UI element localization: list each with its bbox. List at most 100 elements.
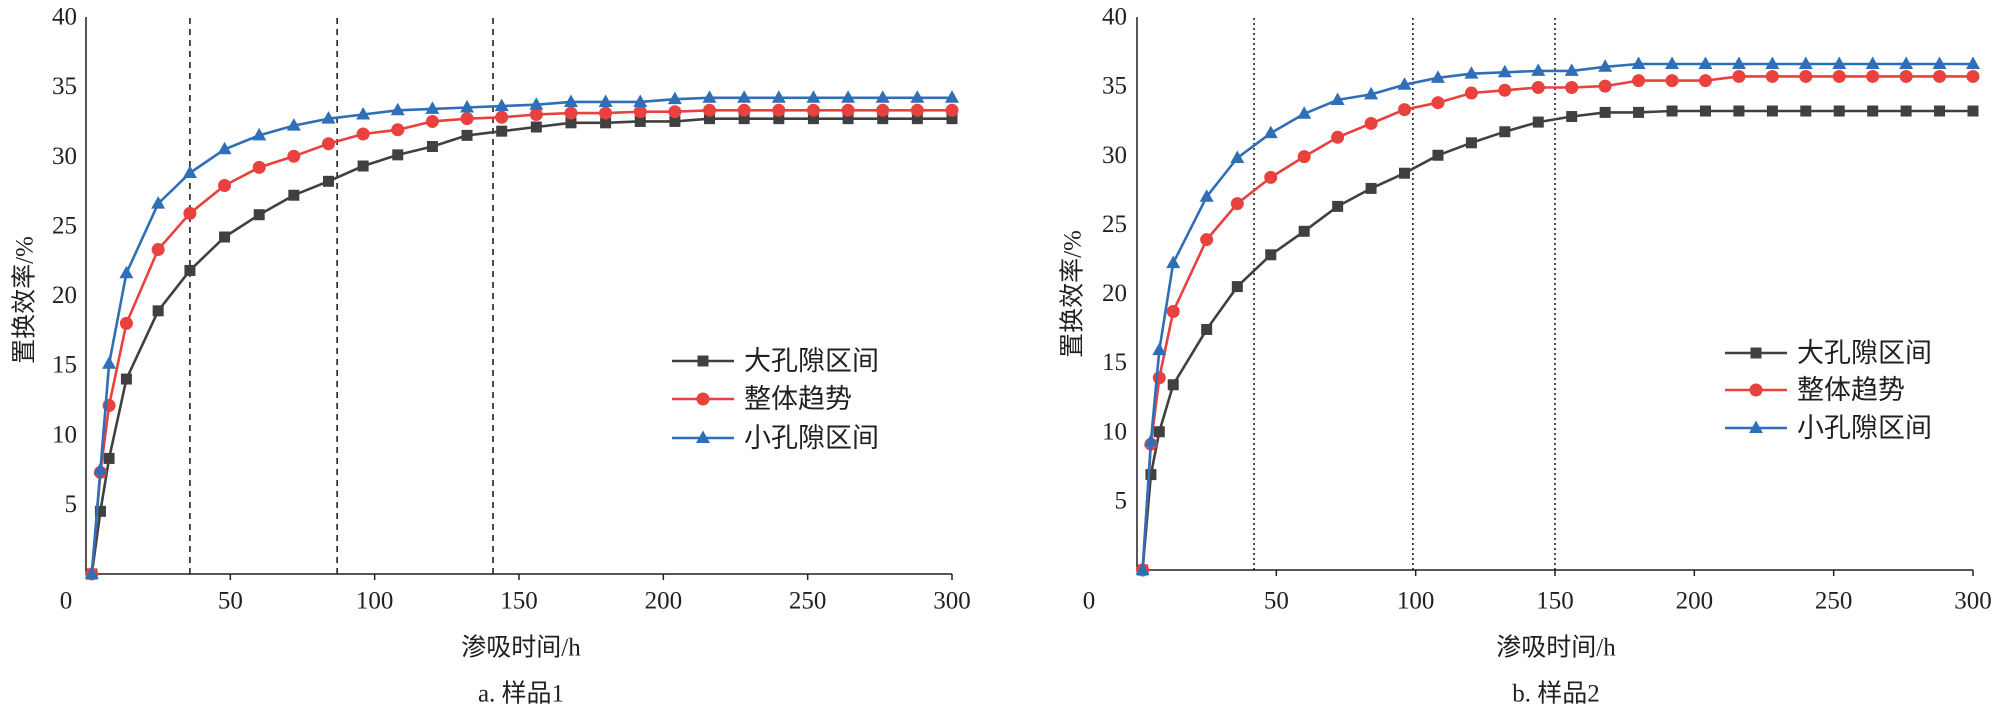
y-tick-label: 15 xyxy=(52,352,77,379)
data-point-overall-trend xyxy=(1264,170,1278,184)
data-point-large-pore xyxy=(1332,200,1344,212)
data-point-overall-trend xyxy=(495,110,509,124)
data-point-small-pore xyxy=(93,462,108,475)
data-point-overall-trend xyxy=(218,178,232,192)
legend-label: 小孔隙区间 xyxy=(744,423,879,453)
data-point-large-pore xyxy=(1800,105,1812,117)
circle-marker-icon xyxy=(696,392,710,406)
data-point-large-pore xyxy=(426,141,438,153)
data-point-small-pore xyxy=(737,90,752,103)
data-point-large-pore xyxy=(184,264,196,276)
data-point-overall-trend xyxy=(806,103,820,117)
y-tick-label: 35 xyxy=(52,73,77,100)
data-point-small-pore xyxy=(563,94,578,107)
data-point-overall-trend xyxy=(1665,74,1679,88)
data-point-small-pore xyxy=(1531,63,1546,76)
data-point-large-pore xyxy=(288,189,300,201)
series-line-large-pore xyxy=(90,117,952,575)
legend-label: 大孔隙区间 xyxy=(1797,338,1932,368)
data-point-overall-trend xyxy=(1398,103,1412,117)
legend-label: 大孔隙区间 xyxy=(744,346,879,376)
data-point-large-pore xyxy=(1867,105,1879,117)
data-point-large-pore xyxy=(1167,379,1179,391)
data-point-small-pore xyxy=(1152,342,1167,356)
data-point-overall-trend xyxy=(703,103,717,117)
chart-caption: a. 样品1 xyxy=(478,680,564,708)
data-point-overall-trend xyxy=(425,114,439,128)
data-point-large-pore xyxy=(1532,116,1544,128)
chart-a: 0 50 100 150 200 250 300 5 10 15 20 25 30 35 40 大孔隙区间整体… xyxy=(11,4,971,708)
y-tick-label: 15 xyxy=(1102,349,1127,376)
series-overall-trend xyxy=(1136,69,1980,577)
y-tick-label: 20 xyxy=(52,282,77,309)
data-point-small-pore xyxy=(1665,56,1680,70)
data-point-overall-trend xyxy=(1531,81,1545,95)
data-point-small-pore xyxy=(1966,56,1980,70)
data-point-small-pore xyxy=(1497,64,1512,78)
data-point-small-pore xyxy=(1135,562,1150,575)
data-point-overall-trend xyxy=(1331,130,1345,144)
series-overall-trend xyxy=(85,103,959,581)
data-point-large-pore xyxy=(704,113,716,125)
data-point-overall-trend xyxy=(772,103,786,117)
data-point-large-pore xyxy=(120,373,132,385)
y-axis-title: 置换效率/% xyxy=(1059,230,1087,358)
data-point-small-pore xyxy=(1832,56,1847,70)
data-point-overall-trend xyxy=(252,160,266,174)
data-point-large-pore xyxy=(1733,105,1745,117)
data-point-large-pore xyxy=(1666,105,1678,117)
data-point-small-pore xyxy=(1464,66,1479,79)
data-point-large-pore xyxy=(738,113,750,125)
data-point-small-pore xyxy=(667,91,682,105)
data-point-small-pore xyxy=(217,141,232,155)
data-point-large-pore xyxy=(1153,426,1165,438)
y-tick-label: 40 xyxy=(1102,4,1127,31)
series-line-small-pore xyxy=(1141,62,1973,571)
data-point-overall-trend xyxy=(1565,81,1579,95)
data-point-large-pore xyxy=(1201,323,1213,335)
data-point-overall-trend xyxy=(529,107,543,121)
data-point-large-pore xyxy=(842,113,854,125)
x-tick-label: 100 xyxy=(1397,588,1435,615)
data-point-large-pore xyxy=(773,113,785,125)
data-point-large-pore xyxy=(1934,105,1946,117)
y-tick-label: 5 xyxy=(65,491,78,518)
data-point-overall-trend xyxy=(460,112,474,126)
data-point-small-pore xyxy=(286,118,301,131)
data-point-overall-trend xyxy=(1698,74,1712,88)
data-point-small-pore xyxy=(806,90,821,103)
data-point-small-pore xyxy=(390,102,405,116)
data-point-small-pore xyxy=(1364,86,1379,100)
data-point-large-pore xyxy=(103,452,115,464)
y-tick-label: 5 xyxy=(1115,487,1128,514)
data-point-small-pore xyxy=(910,90,925,103)
data-point-overall-trend xyxy=(910,103,924,117)
data-point-large-pore xyxy=(1365,182,1377,194)
legend-label: 整体趋势 xyxy=(744,384,852,414)
y-tick-label: 10 xyxy=(1102,418,1127,445)
data-point-overall-trend xyxy=(737,103,751,117)
data-point-overall-trend xyxy=(1866,69,1880,83)
data-point-large-pore xyxy=(669,115,681,127)
x-tick-label: 300 xyxy=(933,588,971,615)
data-point-overall-trend xyxy=(151,243,165,257)
data-point-large-pore xyxy=(1967,105,1979,117)
y-tick-label: 35 xyxy=(1102,73,1127,100)
data-point-large-pore xyxy=(1432,149,1444,161)
data-point-overall-trend xyxy=(599,106,613,120)
legend-item-small-pore: 小孔隙区间 xyxy=(1725,413,1932,443)
data-point-large-pore xyxy=(322,175,334,187)
y-tick-label: 20 xyxy=(1102,280,1127,307)
data-point-small-pore xyxy=(1598,59,1613,72)
x-tick-label: 0 xyxy=(1083,588,1096,615)
data-point-small-pore xyxy=(119,265,134,279)
data-point-large-pore xyxy=(1465,137,1477,149)
data-point-large-pore xyxy=(357,160,369,172)
x-axis-title: 渗吸时间/h xyxy=(1496,634,1616,662)
data-point-overall-trend xyxy=(841,103,855,117)
legend-label: 小孔隙区间 xyxy=(1797,413,1932,443)
x-tick-label: 200 xyxy=(1676,588,1714,615)
square-marker-icon xyxy=(697,355,709,367)
data-point-overall-trend xyxy=(1464,86,1478,100)
